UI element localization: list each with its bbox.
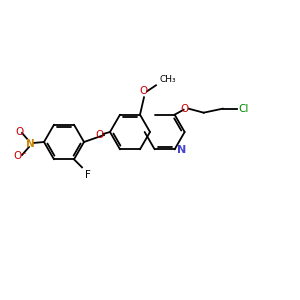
Text: N: N [177, 145, 186, 155]
Text: F: F [85, 170, 91, 180]
Text: CH₃: CH₃ [159, 75, 175, 84]
Text: Cl: Cl [238, 104, 249, 114]
Text: O⁻: O⁻ [13, 151, 27, 161]
Text: O: O [181, 104, 189, 114]
Text: N: N [26, 139, 34, 149]
Text: O: O [140, 86, 148, 96]
Text: O: O [16, 127, 24, 137]
Text: O: O [96, 130, 104, 140]
